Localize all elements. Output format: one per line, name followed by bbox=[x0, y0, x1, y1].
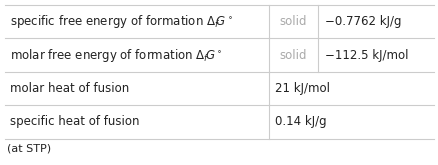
Text: molar free energy of formation $\Delta_f\!G^\circ$: molar free energy of formation $\Delta_f… bbox=[10, 47, 222, 64]
Text: 0.14 kJ/g: 0.14 kJ/g bbox=[275, 115, 326, 128]
Text: solid: solid bbox=[279, 15, 307, 28]
Text: (at STP): (at STP) bbox=[7, 144, 52, 154]
Text: specific heat of fusion: specific heat of fusion bbox=[10, 115, 139, 128]
Text: specific free energy of formation $\Delta_f\!G^\circ$: specific free energy of formation $\Delt… bbox=[10, 13, 232, 30]
Text: −112.5 kJ/mol: −112.5 kJ/mol bbox=[324, 49, 407, 62]
Text: solid: solid bbox=[279, 49, 307, 62]
Text: −0.7762 kJ/g: −0.7762 kJ/g bbox=[324, 15, 400, 28]
Text: molar heat of fusion: molar heat of fusion bbox=[10, 82, 129, 95]
Text: 21 kJ/mol: 21 kJ/mol bbox=[275, 82, 330, 95]
